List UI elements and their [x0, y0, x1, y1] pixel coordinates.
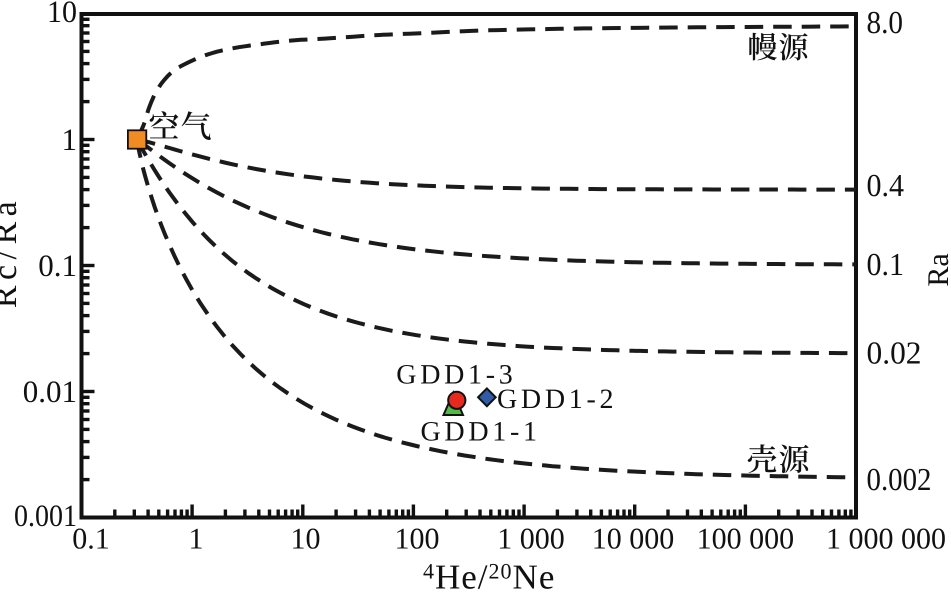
- svg-text:0.4: 0.4: [867, 167, 905, 203]
- svg-text:8.0: 8.0: [867, 4, 904, 40]
- svg-text:0.01: 0.01: [23, 374, 77, 409]
- svg-text:0.1: 0.1: [38, 248, 77, 283]
- svg-text:1 000: 1 000: [497, 523, 565, 556]
- svg-text:GDD1-2: GDD1-2: [497, 384, 617, 415]
- svg-text:0.001: 0.001: [14, 498, 77, 533]
- svg-text:100 000: 100 000: [697, 523, 795, 556]
- svg-text:100: 100: [395, 523, 440, 556]
- svg-text:GDD1-1: GDD1-1: [421, 417, 541, 448]
- svg-text:10: 10: [47, 0, 77, 29]
- svg-text:10 000: 10 000: [592, 523, 675, 556]
- svg-text:0.002: 0.002: [867, 461, 932, 497]
- svg-text:Rc/Ra: Rc/Ra: [0, 196, 24, 308]
- svg-text:4He/20Ne: 4He/20Ne: [423, 558, 555, 594]
- svg-text:Ra: Ra: [922, 253, 951, 286]
- svg-text:1: 1: [62, 122, 78, 157]
- svg-text:1: 1: [189, 523, 204, 556]
- svg-text:10: 10: [291, 523, 321, 556]
- svg-text:GDD1-3: GDD1-3: [396, 360, 516, 391]
- svg-text:1 000 000: 1 000 000: [826, 523, 946, 556]
- svg-text:0.02: 0.02: [867, 335, 922, 371]
- svg-text:0.1: 0.1: [72, 523, 110, 556]
- svg-text:0.1: 0.1: [867, 246, 905, 282]
